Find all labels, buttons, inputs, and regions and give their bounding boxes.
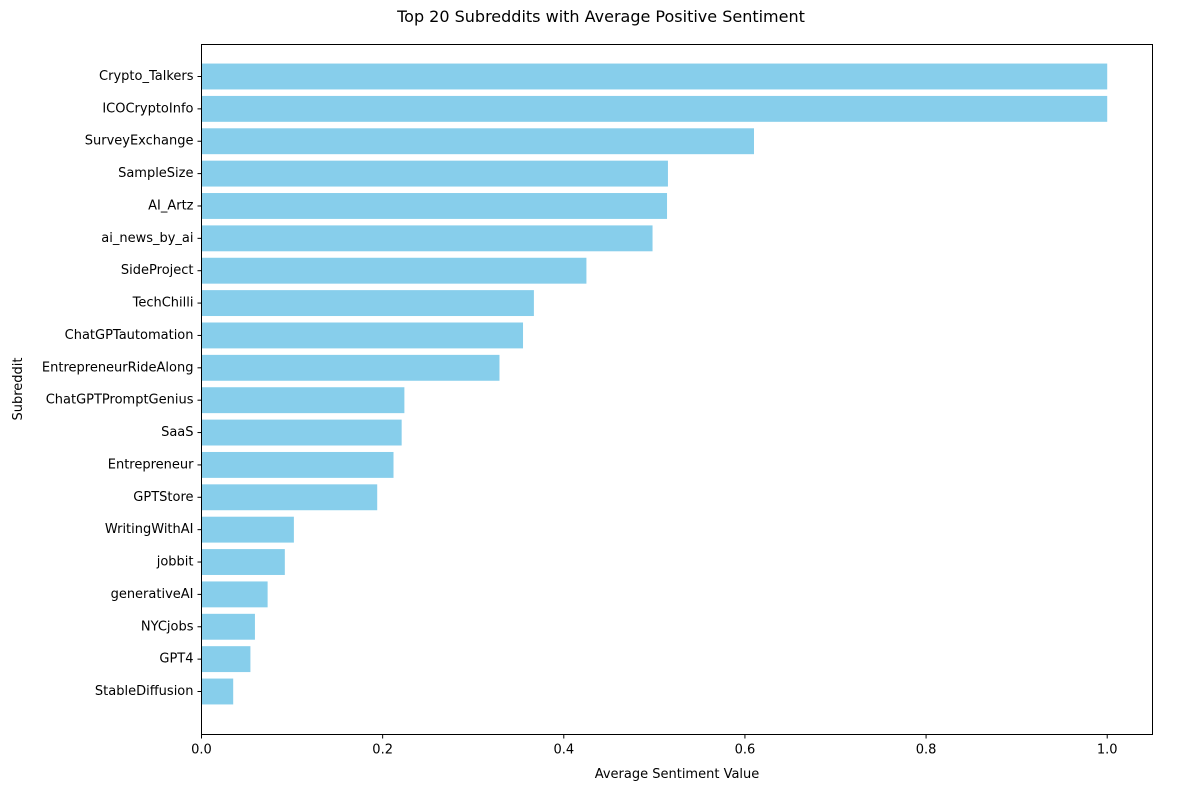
x-tick-label: 0.8 [916, 743, 937, 758]
y-tick-label: ChatGPTautomation [65, 328, 194, 343]
x-tick-label: 0.2 [372, 743, 393, 758]
bar-SideProject [201, 257, 587, 284]
y-tick-label: ICOCryptoInfo [102, 101, 193, 116]
y-tick-label: generativeAI [111, 587, 194, 602]
bar-WritingWithAI [201, 516, 294, 543]
bar-generativeAI [201, 581, 268, 608]
bar-ChatGPTPromptGenius [201, 387, 405, 414]
x-axis-ticks: 0.0 0.2 0.4 0.6 0.8 1.0 [191, 734, 1118, 758]
y-tick-label: WritingWithAI [105, 522, 194, 537]
y-tick-label: SampleSize [118, 166, 193, 181]
x-tick-label: 0.4 [553, 743, 574, 758]
bar-SaaS [201, 419, 402, 446]
bar-AI_Artz [201, 193, 668, 219]
bar-SurveyExchange [201, 128, 754, 155]
y-tick-label: TechChilli [132, 296, 194, 311]
bar-ChatGPTautomation [201, 322, 524, 349]
chart-title: Top 20 Subreddits with Average Positive … [396, 7, 805, 26]
y-tick-label: GPTStore [133, 490, 193, 505]
bar-Crypto_Talkers [201, 63, 1108, 90]
y-tick-label: SideProject [121, 263, 194, 278]
y-tick-label: AI_Artz [148, 198, 194, 213]
bar-ai_news_by_ai [201, 225, 653, 252]
plot-frame [201, 44, 1153, 735]
x-tick-label: 1.0 [1097, 743, 1118, 758]
y-axis-label: Subreddit [11, 357, 26, 420]
y-tick-label: SurveyExchange [85, 134, 194, 149]
bar-EntrepreneurRideAlong [201, 354, 500, 381]
bars-group [201, 63, 1108, 705]
bar-ICOCryptoInfo [201, 95, 1108, 122]
bar-GPTStore [201, 484, 378, 511]
y-tick-label: Crypto_Talkers [99, 69, 194, 84]
bar-TechChilli [201, 290, 534, 317]
bar-GPT4 [201, 646, 251, 673]
x-axis-label: Average Sentiment Value [595, 767, 760, 782]
x-tick-label: 0.0 [191, 743, 212, 758]
y-tick-label: Entrepreneur [108, 457, 194, 472]
y-tick-label: NYCjobs [141, 619, 194, 634]
bar-NYCjobs [201, 613, 255, 640]
bar-jobbit [201, 549, 285, 575]
y-tick-label: ai_news_by_ai [101, 231, 193, 246]
x-tick-label: 0.6 [735, 743, 756, 758]
y-tick-label: SaaS [161, 425, 193, 440]
y-tick-label: StableDiffusion [95, 684, 194, 699]
bar-Entrepreneur [201, 451, 394, 478]
bar-SampleSize [201, 160, 668, 187]
y-tick-label: ChatGPTPromptGenius [46, 393, 194, 408]
y-axis-ticks: Crypto_Talkers ICOCryptoInfo SurveyExchang… [42, 69, 202, 699]
y-tick-label: GPT4 [159, 652, 193, 667]
y-tick-label: jobbit [156, 555, 194, 570]
y-tick-label: EntrepreneurRideAlong [42, 360, 194, 375]
bar-StableDiffusion [201, 678, 234, 705]
